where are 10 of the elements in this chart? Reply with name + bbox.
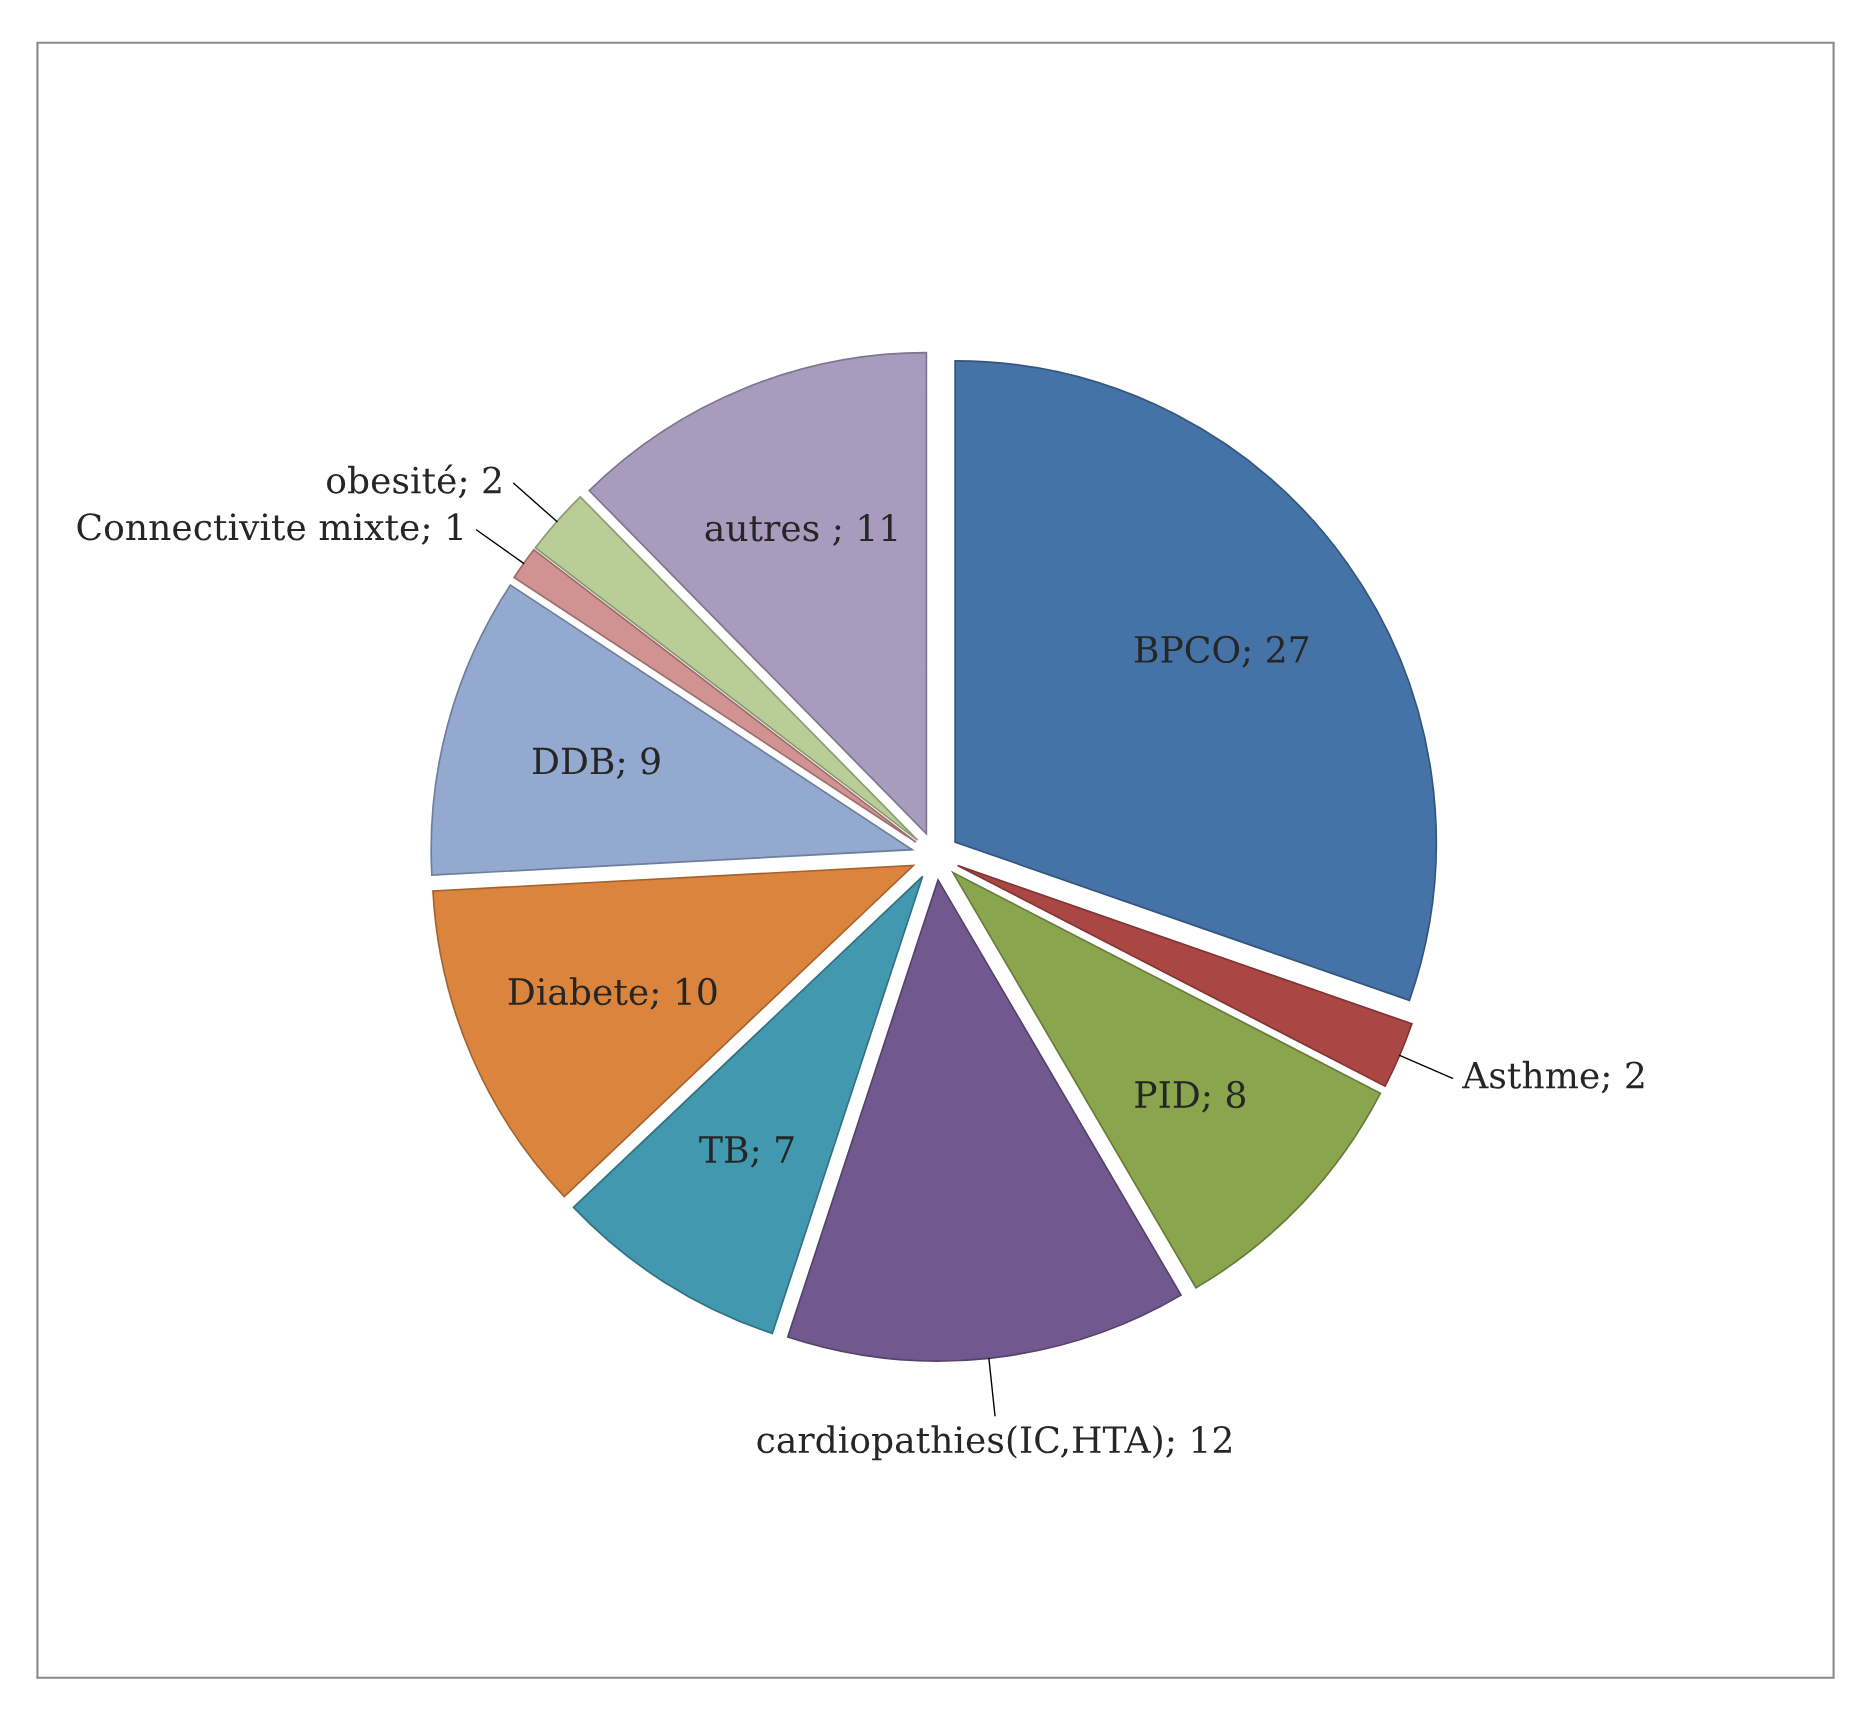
slice-label: cardiopathies(IC,HTA); 12 [757, 1425, 1231, 1461]
slice-label: DDB; 9 [532, 747, 660, 779]
slice-label: Diabete; 10 [508, 977, 717, 1010]
slice-label: obesité; 2 [327, 464, 501, 499]
slice-label: Asthme; 2 [1462, 1060, 1644, 1094]
slice-label: autres ; 11 [705, 514, 897, 546]
slice-label: Connectivite mixte; 1 [77, 513, 462, 545]
slice-label: BPCO; 27 [1134, 635, 1309, 668]
slice-label: PID; 8 [1135, 1080, 1245, 1113]
slice-label: TB; 7 [699, 1136, 794, 1168]
